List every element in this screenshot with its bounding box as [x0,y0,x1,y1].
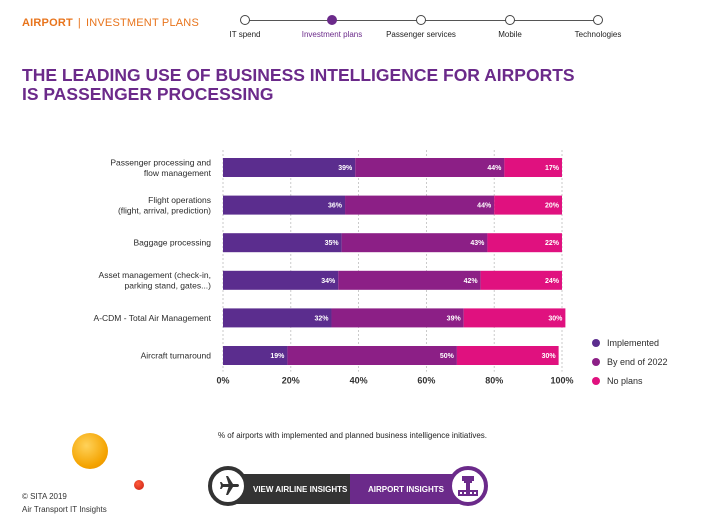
page-title: THE LEADING USE OF BUSINESS INTELLIGENCE… [22,66,575,104]
data-label: 42% [464,278,479,285]
breadcrumb-separator: | [77,17,81,29]
breadcrumb-section: AIRPORT [22,17,73,29]
bar-segment [223,158,356,177]
legend-swatch-no-plans [592,376,600,385]
data-label: 43% [470,240,485,247]
bar-segment [487,233,562,253]
bar-segment [463,308,566,328]
legend-label: By end of 2022 [607,356,668,367]
data-label: 17% [545,165,560,172]
chart-legend: Implemented By end of 2022 No plans [592,333,668,390]
red-sphere-decoration [134,480,144,490]
footer: © SITA 2019 Air Transport IT Insights [22,490,107,516]
bar-segment [480,270,562,290]
nav-label: IT spend [229,30,261,39]
nav-dot-active [327,15,337,25]
data-label: 30% [548,315,563,322]
bar-segment [223,233,342,253]
data-label: 32% [314,315,329,322]
category-label: Asset management (check-in, parking stand… [99,270,212,291]
x-tick-label: 0% [216,376,229,386]
x-tick-label: 60% [417,376,435,386]
title-line-1: THE LEADING USE OF BUSINESS INTELLIGENCE… [22,65,575,85]
control-tower-icon[interactable] [448,466,488,506]
data-label: 39% [338,165,353,172]
bar-segment [223,195,346,215]
data-label: 19% [270,353,285,360]
stacked-bar-chart: 0% 20% 40% 60% 80% 100% Passenger processing a… [94,150,574,386]
data-label: 44% [477,203,492,210]
chart-caption: % of airports with implemented and plann… [217,431,488,440]
nav-step-mobile[interactable]: Mobile [460,15,560,39]
nav-label: Mobile [498,30,522,39]
data-label: 39% [447,315,462,322]
nav-dot [593,15,603,25]
category-label: A-CDM - Total Air Management [94,313,212,323]
bar-segment [223,308,332,328]
airport-insights-label: AIRPORT INSIGHTS [368,484,445,494]
legend-label: No plans [607,375,643,386]
orange-sphere-decoration [72,433,108,469]
data-label: 22% [545,240,560,247]
nav-step-it-spend[interactable]: IT spend [195,15,295,39]
data-label: 24% [545,278,560,285]
category-label: Baggage processing [133,238,211,248]
nav-step-passenger-services[interactable]: Passenger services [371,15,471,39]
nav-dot [416,15,426,25]
airplane-icon[interactable] [208,466,248,506]
category-label: Passenger processing and flow management [110,157,211,178]
bar-segment [338,270,481,290]
bar-segment [494,195,562,215]
nav-step-technologies[interactable]: Technologies [548,15,648,39]
data-label: 34% [321,278,336,285]
nav-dot [240,15,250,25]
nav-label: Passenger services [386,30,456,39]
legend-swatch-by-end-of-2022 [592,357,600,366]
view-airline-insights-label: VIEW AIRLINE INSIGHTS [253,484,348,494]
data-label: 35% [325,240,340,247]
data-label: 50% [440,353,455,360]
x-tick-label: 80% [485,376,503,386]
airport-insights-button[interactable]: AIRPORT INSIGHTS [350,474,460,504]
x-tick-label: 100% [550,376,573,386]
legend-item-implemented: Implemented [592,333,668,352]
bar-segment [223,346,288,365]
bar-segment [287,346,457,365]
legend-item-by-end-of-2022: By end of 2022 [592,352,668,371]
breadcrumb: AIRPORT | INVESTMENT PLANS [22,17,199,29]
bar-segment [341,233,488,253]
x-tick-label: 20% [282,376,300,386]
data-label: 30% [542,353,557,360]
bar-segment [355,158,505,177]
title-line-2: IS PASSENGER PROCESSING [22,84,274,104]
nav-dot [505,15,515,25]
legend-swatch-implemented [592,338,600,347]
data-label: 36% [328,203,343,210]
category-label: Flight operations (flight, arrival, predi… [118,195,211,216]
nav-label: Investment plans [301,30,363,39]
bar-segment [223,270,339,290]
nav-step-investment-plans[interactable]: Investment plans [282,15,382,39]
legend-item-no-plans: No plans [592,371,668,390]
bar-segment [504,158,562,177]
breadcrumb-subsection: INVESTMENT PLANS [85,17,199,29]
bar-segment [345,195,495,215]
publication-text: Air Transport IT Insights [22,505,107,514]
legend-label: Implemented [607,337,660,348]
nav-label: Technologies [574,30,622,39]
category-label: Aircraft turnaround [141,351,212,361]
bar-segment [456,346,559,365]
x-tick-label: 40% [350,376,368,386]
data-label: 44% [487,165,502,172]
bar-segment [331,308,464,328]
data-label: 20% [545,203,560,210]
copyright-text: © SITA 2019 [22,492,67,501]
section-navigation: IT spend Investment plans Passenger serv… [200,10,640,44]
